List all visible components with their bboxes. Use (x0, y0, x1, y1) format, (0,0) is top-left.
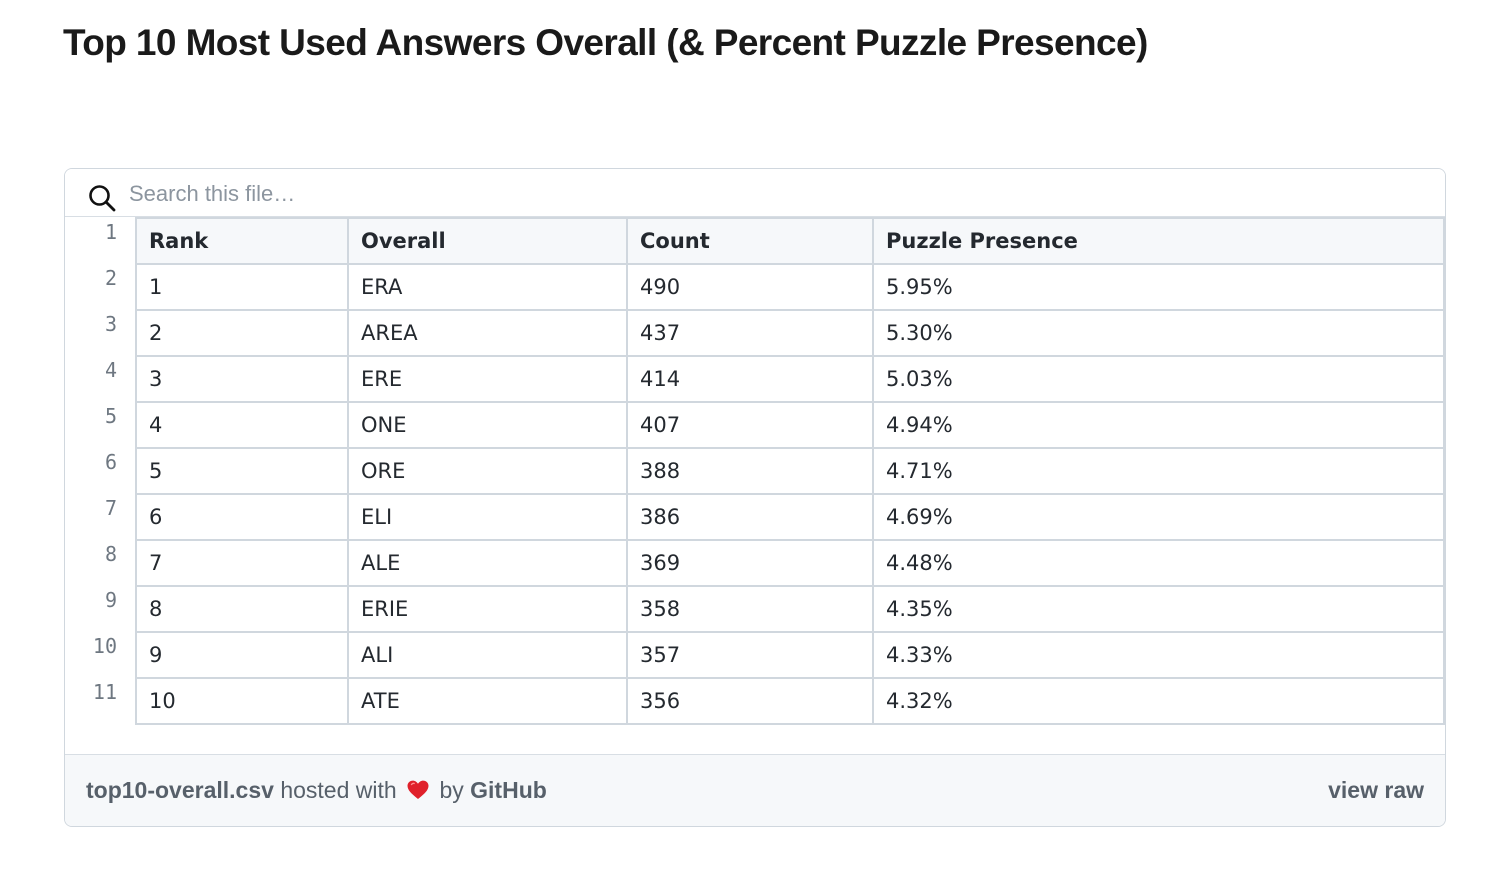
csv-table: Rank Overall Count Puzzle Presence 1 ERA 4… (135, 217, 1445, 725)
line-number[interactable]: 7 (104, 496, 117, 520)
view-raw-link[interactable]: view raw (1328, 777, 1424, 803)
rank-cell: 9 (135, 631, 349, 679)
table-row: 2 AREA 437 5.30% (135, 309, 1445, 357)
github-link[interactable]: GitHub (470, 777, 547, 803)
puzzle-presence-cell: 5.95% (872, 263, 1445, 311)
puzzle-presence-cell: 4.71% (872, 447, 1445, 495)
overall-cell: ERE (347, 355, 628, 403)
puzzle-presence-cell: 5.03% (872, 355, 1445, 403)
rank-cell: 10 (135, 677, 349, 725)
line-number[interactable]: 3 (104, 312, 117, 336)
count-cell: 356 (626, 677, 874, 725)
table-row: 10 ATE 356 4.32% (135, 677, 1445, 725)
file-name-link[interactable]: top10-overall.csv (86, 777, 274, 803)
count-cell: 407 (626, 401, 874, 449)
line-number[interactable]: 8 (104, 542, 117, 566)
table-header-row: Rank Overall Count Puzzle Presence (135, 217, 1445, 265)
line-number[interactable]: 1 (104, 220, 117, 244)
rank-cell: 2 (135, 309, 349, 357)
overall-cell: ALI (347, 631, 628, 679)
table-row: 1 ERA 490 5.95% (135, 263, 1445, 311)
count-cell: 386 (626, 493, 874, 541)
csv-blob: 1 2 3 4 5 6 7 8 9 10 11 Rank Overall Count Puzzle … (65, 217, 1445, 802)
overall-cell: ERIE (347, 585, 628, 633)
count-cell: 490 (626, 263, 874, 311)
line-number[interactable]: 5 (104, 404, 117, 428)
table-row: 5 ORE 388 4.71% (135, 447, 1445, 495)
line-number[interactable]: 10 (92, 634, 117, 658)
gist-footer: top10-overall.csv hosted with by GitHub … (65, 754, 1445, 826)
rank-cell: 3 (135, 355, 349, 403)
by-text: by (439, 777, 464, 803)
column-header-count: Count (626, 217, 874, 265)
puzzle-presence-cell: 5.30% (872, 309, 1445, 357)
rank-cell: 8 (135, 585, 349, 633)
count-cell: 414 (626, 355, 874, 403)
overall-cell: ATE (347, 677, 628, 725)
page-title: Top 10 Most Used Answers Overall (& Perc… (63, 22, 1148, 63)
column-header-puzzle-presence: Puzzle Presence (872, 217, 1445, 265)
rank-cell: 6 (135, 493, 349, 541)
overall-cell: ELI (347, 493, 628, 541)
table-row: 7 ALE 369 4.48% (135, 539, 1445, 587)
table-row: 8 ERIE 358 4.35% (135, 585, 1445, 633)
puzzle-presence-cell: 4.69% (872, 493, 1445, 541)
rank-cell: 4 (135, 401, 349, 449)
search-input[interactable] (129, 179, 729, 209)
table-row: 9 ALI 357 4.33% (135, 631, 1445, 679)
hosted-with-text: hosted with (280, 777, 397, 803)
search-icon[interactable] (87, 183, 117, 213)
overall-cell: ORE (347, 447, 628, 495)
overall-cell: AREA (347, 309, 628, 357)
count-cell: 388 (626, 447, 874, 495)
count-cell: 437 (626, 309, 874, 357)
count-cell: 357 (626, 631, 874, 679)
line-number[interactable]: 6 (104, 450, 117, 474)
puzzle-presence-cell: 4.32% (872, 677, 1445, 725)
puzzle-presence-cell: 4.35% (872, 585, 1445, 633)
column-header-rank: Rank (135, 217, 349, 265)
rank-cell: 1 (135, 263, 349, 311)
line-number[interactable]: 11 (92, 680, 117, 704)
rank-cell: 5 (135, 447, 349, 495)
search-bar (65, 169, 1445, 217)
footer-meta: top10-overall.csv hosted with by GitHub (86, 777, 547, 804)
count-cell: 358 (626, 585, 874, 633)
table-row: 4 ONE 407 4.94% (135, 401, 1445, 449)
line-number[interactable]: 9 (104, 588, 117, 612)
heart-icon (407, 780, 429, 799)
overall-cell: ERA (347, 263, 628, 311)
table-row: 3 ERE 414 5.03% (135, 355, 1445, 403)
rank-cell: 7 (135, 539, 349, 587)
puzzle-presence-cell: 4.48% (872, 539, 1445, 587)
line-number[interactable]: 2 (104, 266, 117, 290)
puzzle-presence-cell: 4.33% (872, 631, 1445, 679)
table-row: 6 ELI 386 4.69% (135, 493, 1445, 541)
table-body: 1 ERA 490 5.95% 2 AREA 437 5.30% 3 ERE 414 5.03% 4 ON… (135, 263, 1445, 725)
column-header-overall: Overall (347, 217, 628, 265)
line-number[interactable]: 4 (104, 358, 117, 382)
overall-cell: ALE (347, 539, 628, 587)
overall-cell: ONE (347, 401, 628, 449)
count-cell: 369 (626, 539, 874, 587)
puzzle-presence-cell: 4.94% (872, 401, 1445, 449)
